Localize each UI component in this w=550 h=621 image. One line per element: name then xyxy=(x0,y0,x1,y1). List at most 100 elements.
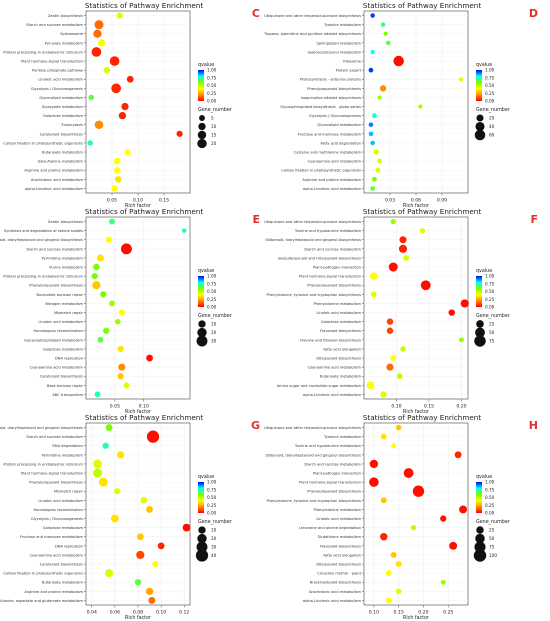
data-point xyxy=(393,55,404,67)
category-label: Synthesis and degradation of ketone bodi… xyxy=(4,229,83,233)
data-point xyxy=(380,497,387,504)
x-tick-label: 0.08 xyxy=(133,610,143,616)
colorbar-tick-label: 1.00 xyxy=(485,480,495,485)
colorbar-tick-label: 0.75 xyxy=(485,487,495,492)
colorbar-tick-label: 0.25 xyxy=(485,503,495,508)
colorbar-tick-label: 0.75 xyxy=(485,281,495,286)
category-label: Taurine and hypotaurine metabolism xyxy=(294,229,362,233)
category-label: ABC transporters xyxy=(52,393,83,397)
colorbar-tick-label: 0.00 xyxy=(207,99,217,104)
category-label: Mismatch repair xyxy=(54,490,84,494)
category-label: Glyoxylate metabolism xyxy=(42,105,84,109)
data-point xyxy=(372,113,377,119)
category-label: Selenocompound metabolism xyxy=(308,50,362,54)
colorbar-tick-label: 0.00 xyxy=(485,305,495,310)
size-legend-label: 75 xyxy=(489,545,495,550)
category-label: Butanoate metabolism xyxy=(42,150,83,154)
category-label: Mismatch repair xyxy=(54,311,84,315)
data-point xyxy=(123,382,130,389)
x-tick-label: 0.15 xyxy=(394,610,404,616)
size-legend-label: 40 xyxy=(489,124,495,129)
data-point xyxy=(113,166,121,174)
category-label: Pyrimidine metabolism xyxy=(42,453,84,457)
data-point xyxy=(370,186,376,191)
x-axis-title: Rich factor xyxy=(125,203,151,209)
data-point xyxy=(121,102,129,111)
data-point xyxy=(92,281,101,290)
colorbar-tick-label: 0.50 xyxy=(207,495,217,500)
size-legend-dot xyxy=(198,526,206,534)
size-legend-label: 60 xyxy=(489,133,495,138)
category-label: Linoleic acid metabolism xyxy=(38,499,83,503)
plot-frame xyxy=(363,422,469,606)
panel-label: E xyxy=(252,213,260,226)
data-point xyxy=(386,363,394,371)
category-label: Galactose metabolism xyxy=(43,526,84,530)
category-label: Fatty acid elongation xyxy=(323,347,361,351)
category-label: DNA replication xyxy=(55,356,83,360)
data-point xyxy=(395,561,402,567)
data-point xyxy=(395,588,402,595)
category-label: Spliceosome xyxy=(60,32,84,36)
data-point xyxy=(111,185,118,192)
category-label: Carbon fixation in photosynthetic organi… xyxy=(3,572,83,576)
size-legend-label: 15 xyxy=(211,133,217,138)
colorbar-tick-label: 1.00 xyxy=(207,274,217,279)
data-point xyxy=(105,424,113,431)
data-point xyxy=(117,451,125,459)
enrichment-panel-h: Statistics of Pathway Enrichment H 0.10 0.1… xyxy=(264,413,538,621)
data-point xyxy=(110,514,119,523)
data-point xyxy=(87,140,93,146)
data-point xyxy=(140,496,148,504)
chart-title: Statistics of Pathway Enrichment xyxy=(85,413,203,422)
x-tick-label: 0.15 xyxy=(159,198,169,204)
x-axis-title: Rich factor xyxy=(403,203,429,209)
size-legend-label: 20 xyxy=(211,330,217,335)
category-label: Cysteine and methionine metabolism xyxy=(294,150,362,154)
category-label: Isoquinoline alkaloid biosynthesis xyxy=(301,96,361,100)
data-point xyxy=(385,597,392,604)
colorbar-title: qvalue xyxy=(198,62,214,68)
data-point xyxy=(400,346,406,352)
data-point xyxy=(93,263,100,271)
data-point xyxy=(111,83,122,94)
category-label: Fructose and mannose metabolism xyxy=(20,535,84,539)
data-point xyxy=(369,477,379,487)
category-label: Glycolysis / Gluconeogenesis xyxy=(31,87,83,91)
data-point xyxy=(145,587,154,596)
data-point xyxy=(117,345,124,353)
colorbar-tick-label: 0.75 xyxy=(207,75,217,80)
category-label: Glycerolipid metabolism xyxy=(317,123,361,127)
data-point xyxy=(113,157,121,165)
colorbar-tick-label: 0.50 xyxy=(485,83,495,88)
data-point xyxy=(385,570,392,577)
panel-label: F xyxy=(530,213,538,226)
colorbar-tick-label: 0.00 xyxy=(207,511,217,516)
colorbar-tick-label: 1.00 xyxy=(485,274,495,279)
x-tick-label: 0.10 xyxy=(139,404,149,410)
x-axis-title: Rich factor xyxy=(403,615,429,621)
category-label: Starch and sucrose metabolism xyxy=(26,435,83,439)
colorbar-title: qvalue xyxy=(198,268,214,274)
category-label: Flavone and flavonol biosynthesis xyxy=(300,338,361,342)
category-label: Endocytosis xyxy=(62,123,84,127)
size-legend-label: 25 xyxy=(489,528,495,533)
size-legend-label: 20 xyxy=(211,536,217,541)
category-label: Tropane, piperidine and pyridine alkaloi… xyxy=(263,32,361,36)
category-label: Phenylpropanoid biosynthesis xyxy=(307,87,361,91)
data-point xyxy=(386,327,394,334)
category-label: Protein export xyxy=(336,69,362,73)
size-legend-label: 50 xyxy=(489,330,495,335)
x-tick-label: 0.05 xyxy=(110,404,120,410)
enrichment-panel-g: Statistics of Pathway Enrichment G 0.04 0.0… xyxy=(0,413,260,621)
colorbar-tick-label: 0.25 xyxy=(485,91,495,96)
colorbar-tick-label: 1.00 xyxy=(207,68,217,73)
data-point xyxy=(93,29,102,38)
category-label: Arginine and proline metabolism xyxy=(24,169,83,173)
x-tick-label: 0.10 xyxy=(391,404,401,410)
size-legend-label: 30 xyxy=(211,545,217,550)
category-label: Plant hormone signal transduction xyxy=(299,481,361,485)
data-point xyxy=(460,299,469,308)
category-label: Flavonoid biosynthesis xyxy=(320,544,361,548)
